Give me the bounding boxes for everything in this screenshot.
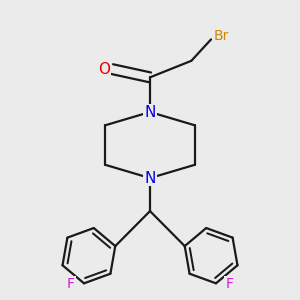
Text: Br: Br [213, 29, 229, 43]
Text: N: N [144, 104, 156, 119]
Text: O: O [98, 61, 110, 76]
Text: F: F [67, 277, 75, 291]
Text: N: N [144, 171, 156, 186]
Text: F: F [225, 277, 233, 291]
